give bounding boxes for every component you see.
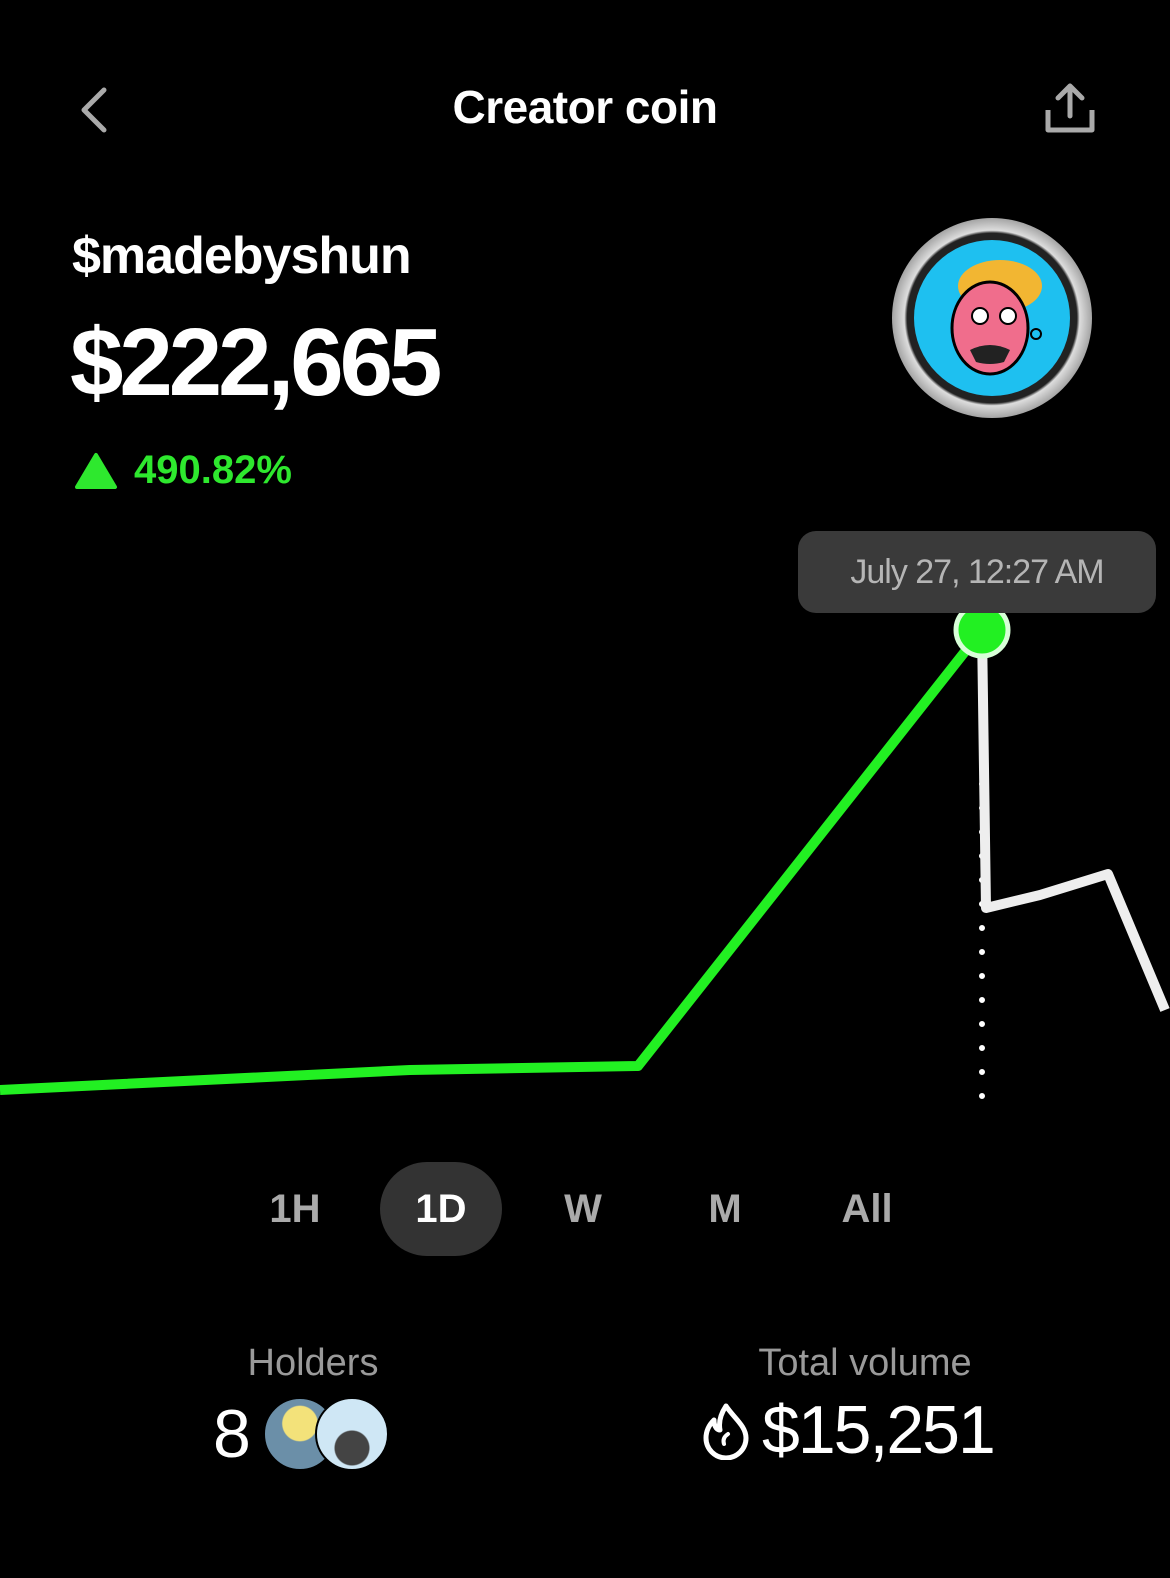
share-icon xyxy=(1045,83,1095,133)
creator-avatar[interactable] xyxy=(892,218,1092,418)
price-change: 490.82% xyxy=(74,448,292,493)
share-button[interactable] xyxy=(1040,82,1100,138)
range-1h[interactable]: 1H xyxy=(269,1186,321,1231)
range-month[interactable]: M xyxy=(708,1186,742,1231)
volume-label: Total volume xyxy=(758,1342,972,1384)
price-line-active xyxy=(0,626,986,1095)
triangle-up-icon xyxy=(75,452,117,489)
cartoon-face-avatar-icon xyxy=(950,260,1042,376)
chart-tooltip: July 27, 12:27 AM xyxy=(798,531,1156,613)
price-change-value: 490.82% xyxy=(134,448,292,492)
holders-stat[interactable]: Holders 8 xyxy=(213,1342,413,1473)
volume-row: $15,251 xyxy=(700,1391,1010,1469)
range-1d[interactable]: 1D xyxy=(380,1162,502,1256)
page-title: Creator coin xyxy=(452,81,718,133)
holders-label: Holders xyxy=(247,1342,379,1384)
back-button[interactable] xyxy=(70,82,120,138)
holder-avatar xyxy=(314,1397,389,1471)
volume-stat: Total volume $15,251 xyxy=(700,1342,1010,1469)
range-all[interactable]: All xyxy=(841,1186,893,1231)
coin-price: $222,665 xyxy=(70,309,442,416)
range-week[interactable]: W xyxy=(564,1186,602,1231)
price-line-rest xyxy=(977,629,1170,1012)
volume-value: $15,251 xyxy=(762,1392,996,1468)
chevron-left-icon xyxy=(81,87,107,133)
coin-ticker: $madebyshun xyxy=(72,227,412,285)
flame-icon xyxy=(703,1403,749,1460)
time-range-selector: 1H 1D W M All xyxy=(0,1162,1170,1256)
price-chart[interactable] xyxy=(0,600,1170,1120)
holders-count: 8 xyxy=(213,1396,251,1472)
holders-row: 8 xyxy=(213,1395,413,1473)
